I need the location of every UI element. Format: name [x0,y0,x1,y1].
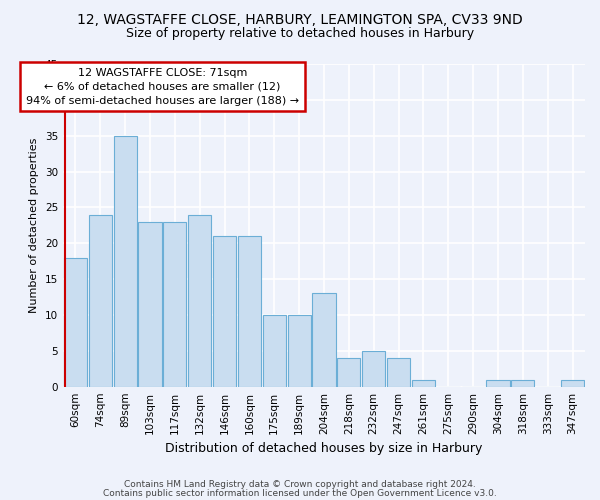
X-axis label: Distribution of detached houses by size in Harbury: Distribution of detached houses by size … [166,442,482,455]
Bar [139,222,161,386]
Bar [113,136,137,386]
Bar [511,380,535,386]
Bar [313,294,335,386]
Bar [362,351,385,386]
Bar [163,222,187,386]
Bar [64,258,87,386]
Text: Contains public sector information licensed under the Open Government Licence v3: Contains public sector information licen… [103,488,497,498]
Bar [213,236,236,386]
Text: 12 WAGSTAFFE CLOSE: 71sqm
← 6% of detached houses are smaller (12)
94% of semi-d: 12 WAGSTAFFE CLOSE: 71sqm ← 6% of detach… [26,68,299,106]
Bar [287,315,311,386]
Text: Contains HM Land Registry data © Crown copyright and database right 2024.: Contains HM Land Registry data © Crown c… [124,480,476,489]
Bar [561,380,584,386]
Text: Size of property relative to detached houses in Harbury: Size of property relative to detached ho… [126,28,474,40]
Text: 12, WAGSTAFFE CLOSE, HARBURY, LEAMINGTON SPA, CV33 9ND: 12, WAGSTAFFE CLOSE, HARBURY, LEAMINGTON… [77,12,523,26]
Bar [337,358,361,386]
Bar [487,380,509,386]
Bar [412,380,435,386]
Bar [387,358,410,386]
Bar [89,214,112,386]
Bar [238,236,261,386]
Bar [263,315,286,386]
Y-axis label: Number of detached properties: Number of detached properties [29,138,40,313]
Bar [188,214,211,386]
